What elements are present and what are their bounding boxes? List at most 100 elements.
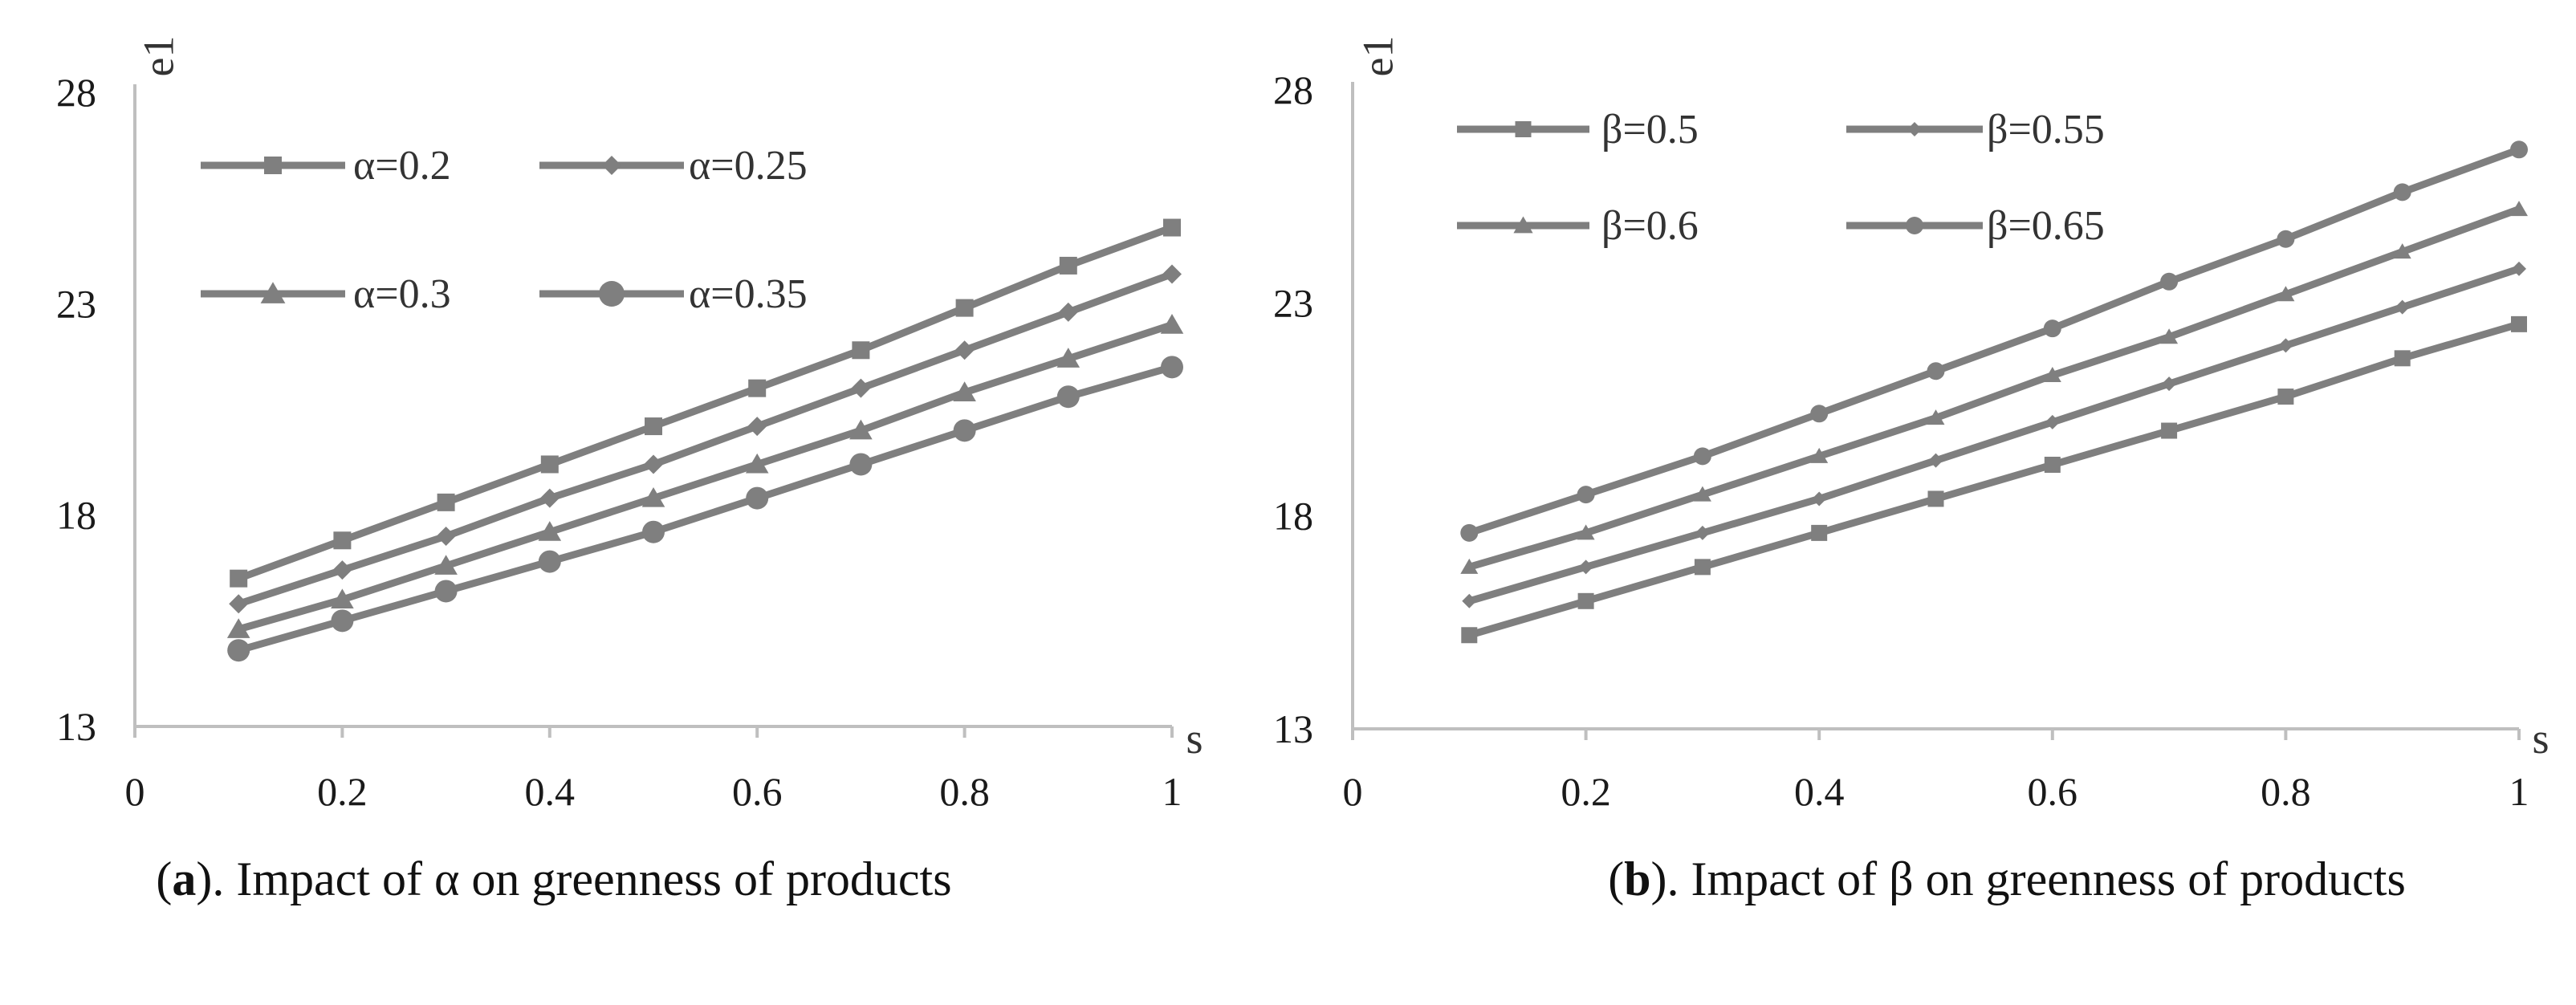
panel-b-legend-marker-1	[1515, 121, 1532, 137]
panel-a-series-1-point	[748, 379, 767, 397]
panel-a-x-axis-label: s	[1186, 714, 1203, 763]
panel-a-series-1-point	[955, 299, 974, 317]
panel-a-series-2-point	[229, 594, 249, 614]
panel-a-series-4-point	[746, 486, 769, 510]
panel-a-y-tick-label: 18	[56, 493, 96, 538]
panel-a-y-tick-label: 28	[56, 70, 96, 115]
panel-a-series-1-point	[1059, 256, 1077, 275]
panel-b-x-tick-label: 0	[1343, 769, 1363, 814]
panel-b-series-line-3	[1468, 205, 2521, 571]
panel-a-series-3-point	[1160, 314, 1184, 334]
panel-a-series-line-3	[237, 321, 1174, 633]
panel-a-legend-label-4: α=0.35	[689, 271, 808, 317]
panel-a-y-tick-label: 13	[56, 704, 96, 749]
panel-b-series-2-point	[2162, 376, 2177, 392]
panel-b-x-tick-label: 0.8	[2261, 769, 2311, 814]
panel-a-legend-label-2: α=0.25	[689, 143, 808, 189]
panel-b-series-4-point	[1927, 362, 1945, 380]
panel-a-series-4-point	[642, 520, 665, 543]
panel-b-legend-label-2: β=0.55	[1987, 107, 2105, 153]
panel-b-y-axis-label: e1	[1353, 36, 1402, 77]
panel-a-x-tick-label: 0	[125, 769, 145, 814]
panel-b-series-3-point	[2043, 367, 2061, 383]
panel-b-series-3-point	[1577, 524, 1595, 540]
panel-b-series-line-2	[1468, 265, 2521, 605]
panel-b-series-2-point	[1578, 559, 1593, 575]
panel-b-x-tick-label: 0.4	[1794, 769, 1845, 814]
panel-b-series-1-point	[1461, 627, 1478, 644]
panel-b-series-3-point	[2510, 201, 2528, 217]
panel-a-series-2-point	[747, 417, 767, 437]
panel-b-x-tick-label: 0.6	[2028, 769, 2078, 814]
panel-b-y-tick-label: 28	[1273, 67, 1313, 112]
panel-b-series-1-point	[1811, 524, 1828, 541]
panel-a-series-1-point	[230, 569, 248, 588]
panel-a-series-4-point	[849, 453, 873, 476]
panel-a-x-tick-label: 0.8	[939, 769, 990, 814]
panel-b-series-2-point	[1462, 593, 1477, 608]
panel-a-series-3-point	[331, 588, 354, 609]
panel-a-series-1-point	[1163, 218, 1181, 237]
panel-a-series-line-1	[237, 224, 1174, 582]
panel-b-legend-label-4: β=0.65	[1987, 203, 2105, 249]
panel-b-series-3-point	[1460, 558, 1479, 574]
panel-a-legend-marker-3	[260, 282, 286, 303]
panel-b-series-3-point	[1693, 486, 1711, 502]
panel-b-series-4-point	[2393, 183, 2411, 201]
panel-b-y-tick-label: 23	[1273, 280, 1313, 325]
panel-b-x-tick-label: 1	[2509, 769, 2529, 814]
panel-a-series-3-point	[1056, 348, 1080, 368]
panel-b-series-3-point	[2277, 286, 2295, 302]
panel-b-x-axis-label: s	[2532, 714, 2549, 763]
panel-b-series-4-point	[1577, 486, 1595, 504]
panel-b-series-4-point	[2043, 319, 2061, 338]
panel-b-series-2-point	[2395, 299, 2410, 315]
panel-b-y-tick-label: 13	[1273, 706, 1313, 751]
panel-b-legend-marker-3	[1513, 216, 1533, 234]
panel-b-series-4-point	[2510, 140, 2528, 159]
panel-a-series-2-point	[436, 527, 456, 546]
panel-a-series-2-point	[644, 454, 663, 474]
panel-a-series-1-point	[333, 531, 352, 550]
panel-a-series-2-point	[851, 378, 871, 398]
panel-a-series-line-2	[237, 271, 1174, 608]
panel-a-series-1-point	[437, 493, 455, 511]
panel-b-y-tick-label: 18	[1273, 494, 1313, 539]
panel-b-series-2-point	[1928, 453, 1943, 468]
panel-b-series-1-point	[1927, 490, 1944, 507]
panel-b-series-4-point	[2160, 272, 2179, 291]
panel-a-x-tick-label: 1	[1162, 769, 1182, 814]
panel-a-series-2-point	[954, 340, 975, 360]
panel-a-series-4-point	[1161, 356, 1183, 379]
panel-b-series-1-point	[2044, 456, 2061, 473]
panel-a-series-4-point	[434, 580, 458, 603]
panel-b-legend-marker-2	[1907, 122, 1922, 136]
panel-b-series-4-point	[1810, 405, 1829, 423]
panel-a-series-3-point	[641, 486, 665, 507]
panel-b-series-line-1	[1468, 320, 2521, 639]
panel-b-x-tick-label: 0.2	[1561, 769, 1611, 814]
panel-a-series-2-point	[539, 488, 560, 508]
panel-b-series-4-point	[1460, 523, 1479, 542]
panel-b-series-1-point	[2511, 315, 2527, 332]
panel-b-legend-label-1: β=0.5	[1601, 107, 1699, 153]
panel-a-series-3-point	[953, 381, 976, 401]
panel-b-series-2-point	[2278, 338, 2293, 353]
panel-a-series-3-point	[849, 419, 873, 440]
panel-a-series-1-point	[645, 417, 662, 436]
panel-a-legend-label-1: α=0.2	[353, 143, 451, 189]
panel-b-series-4-point	[2277, 230, 2295, 248]
panel-a-series-1-point	[852, 341, 870, 360]
panel-b-series-1-point	[2161, 422, 2178, 439]
panel-a-x-tick-label: 0.6	[732, 769, 783, 814]
panel-a-series-4-point	[331, 609, 354, 633]
panel-b-series-1-point	[2394, 350, 2411, 367]
panel-b-legend-label-3: β=0.6	[1601, 203, 1699, 249]
caption-panel-b: (b). Impact of β on greenness of product…	[1608, 852, 2406, 905]
panel-a-series-4-point	[1056, 385, 1080, 409]
panel-b-series-1-point	[1694, 559, 1711, 576]
panel-b-series-4-point	[1693, 447, 1711, 466]
panel-a-series-3-point	[226, 618, 250, 638]
panel-a-legend-label-3: α=0.3	[353, 271, 451, 317]
